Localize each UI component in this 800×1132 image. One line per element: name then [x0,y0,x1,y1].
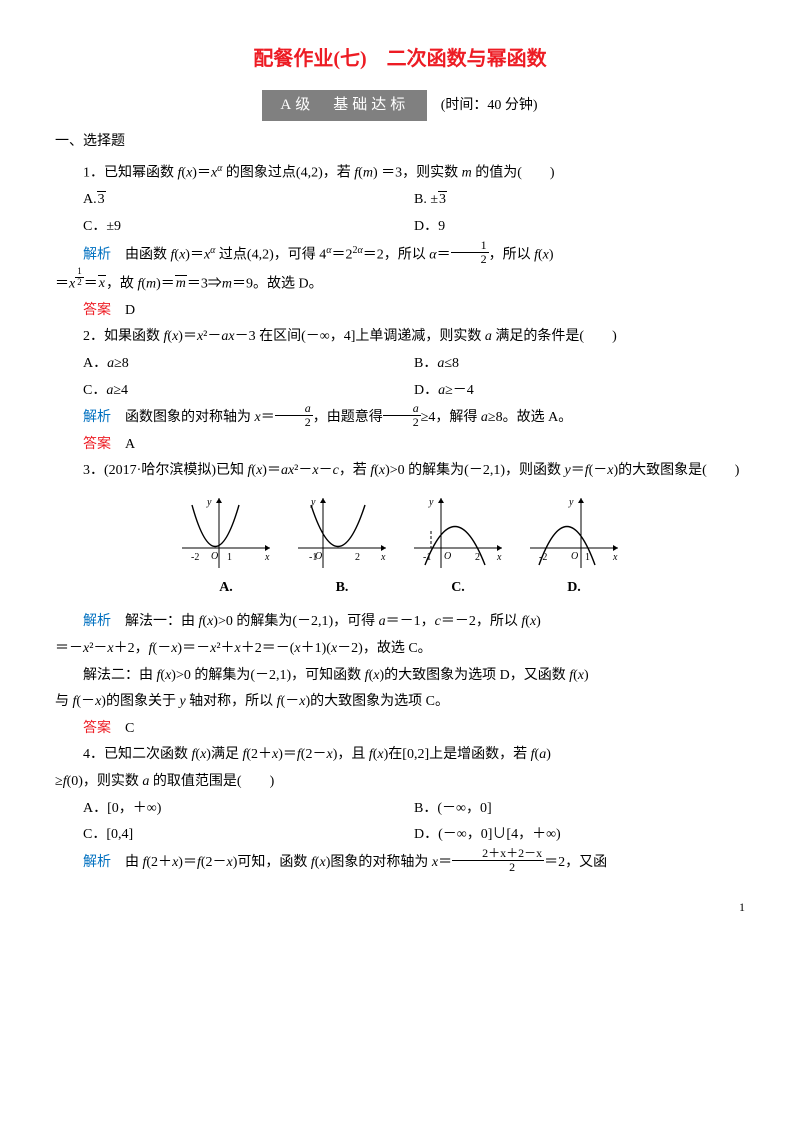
diagram-a: -2 1 O x y A. [177,493,275,602]
q3-stem: 3．(2017·哈尔滨模拟)已知 f(x)＝ax²－x－c，若 f(x)>0 的… [55,458,745,485]
svg-text:O: O [444,551,451,562]
svg-text:2: 2 [355,552,360,563]
q4-d: D．(－∞，0]∪[4，＋∞) [414,822,745,849]
q1-choices: A.3 B. ±3 [83,187,745,214]
q1-d: D．9 [414,214,745,241]
section-heading: 一、选择题 [55,129,745,156]
q2-choices: A．a≥8 B．a≤8 [83,351,745,378]
q3-jiexi1b: ＝－x²－x＋2，f(－x)＝－x²＋x＋2＝－(x＋1)(x－2)，故选 C。 [55,636,745,663]
svg-text:x: x [264,552,270,563]
q4-stem-2: ≥f(0)，则实数 a 的取值范围是( ) [55,769,745,796]
q1-c: C．±9 [83,214,414,241]
diagram-c: -1 2 O x y C. [409,493,507,602]
svg-text:O: O [315,551,322,562]
q4-choices-2: C．[0,4] D．(－∞，0]∪[4，＋∞) [83,822,745,849]
q4-choices: A．[0，＋∞) B．(－∞，0] [83,796,745,823]
svg-text:x: x [496,552,502,563]
q3-ans: 答案 C [55,716,745,743]
svg-text:y: y [310,497,316,508]
q2-stem: 2．如果函数 f(x)＝x²－ax－3 在区间(－∞，4]上单调递减，则实数 a… [55,324,745,351]
svg-text:1: 1 [227,552,232,563]
q1-a: A.3 [83,187,414,214]
q1-stem: 1．已知幂函数 f(x)＝xα 的图象过点(4,2)，若 f(m) ＝3，则实数… [55,159,745,187]
q4-jiexi: 解析 由 f(2＋x)＝f(2－x)可知，函数 f(x)图象的对称轴为 x＝2＋… [55,849,745,877]
svg-text:y: y [206,497,212,508]
q4-c: C．[0,4] [83,822,414,849]
svg-text:-2: -2 [539,552,547,563]
page-title: 配餐作业(七) 二次函数与幂函数 [55,40,745,78]
svg-text:-2: -2 [191,552,199,563]
level-row: A级 基础达标 (时间：40 分钟) [55,90,745,121]
time-label: (时间：40 分钟) [441,93,538,120]
q2-ans: 答案 A [55,432,745,459]
page-number: 1 [55,896,745,919]
q3-jiexi1: 解析 解法一：由 f(x)>0 的解集为(－2,1)，可得 a＝－1，c＝－2，… [55,609,745,636]
q3-jiexi2b: 与 f(－x)的图象关于 y 轴对称，所以 f(－x)的大致图象为选项 C。 [55,689,745,716]
q1-jiexi-2: ＝x12＝x，故 f(m)＝m＝3⇒m＝9。故选 D。 [55,269,745,298]
q1-jiexi: 解析 由函数 f(x)＝xα 过点(4,2)，可得 4α＝22α＝2，所以 α＝… [55,241,745,269]
svg-text:2: 2 [475,552,480,563]
q2-b: B．a≤8 [414,351,745,378]
svg-text:x: x [380,552,386,563]
level-badge: A级 基础达标 [262,90,427,121]
svg-text:-1: -1 [423,552,431,563]
svg-text:1: 1 [585,552,590,563]
q1-choices-2: C．±9 D．9 [83,214,745,241]
svg-text:y: y [428,497,434,508]
q2-choices-2: C．a≥4 D．a≥－4 [83,378,745,405]
svg-text:y: y [568,497,574,508]
q4-a: A．[0，＋∞) [83,796,414,823]
jiexi-label: 解析 [83,247,111,262]
diagram-b: -1 2 O x y B. [293,493,391,602]
svg-text:x: x [612,552,618,563]
q2-d: D．a≥－4 [414,378,745,405]
q4-b: B．(－∞，0] [414,796,745,823]
q2-jiexi: 解析 函数图象的对称轴为 x＝a2，由题意得a2≥4，解得 a≥8。故选 A。 [55,404,745,432]
svg-text:O: O [571,551,578,562]
q2-c: C．a≥4 [83,378,414,405]
q3-diagrams: -2 1 O x y A. -1 2 O x y B. [55,493,745,602]
diagram-d: -2 1 O x y D. [525,493,623,602]
svg-text:O: O [211,551,218,562]
q4-stem: 4．已知二次函数 f(x)满足 f(2＋x)＝f(2－x)，且 f(x)在[0,… [55,742,745,769]
q3-jiexi2: 解法二：由 f(x)>0 的解集为(－2,1)，可知函数 f(x)的大致图象为选… [55,663,745,690]
q1-b: B. ±3 [414,187,745,214]
q1-ans: 答案 D [55,298,745,325]
q2-a: A．a≥8 [83,351,414,378]
